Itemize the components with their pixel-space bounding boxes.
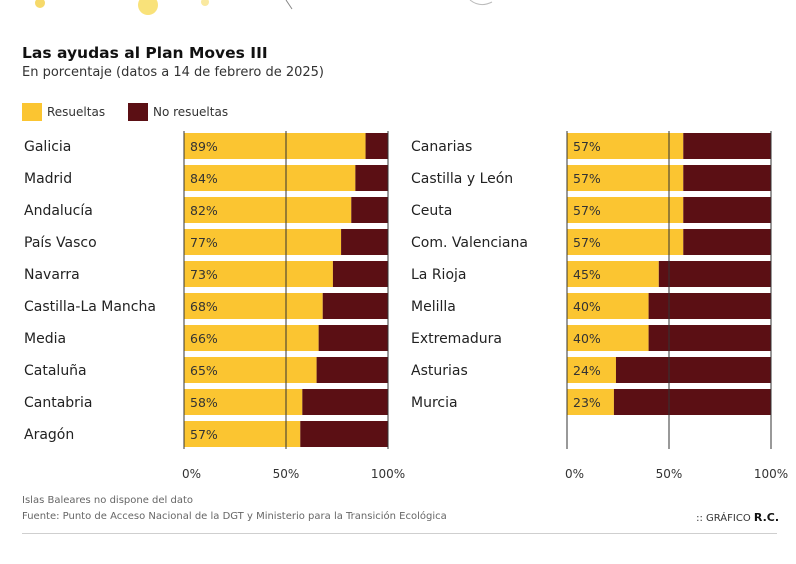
- chart-subtitle: En porcentaje (datos a 14 de febrero de …: [22, 65, 325, 80]
- left-bar-unresolved: [332, 261, 388, 287]
- left-category-label: Navarra: [24, 267, 80, 283]
- left-bar-unresolved: [316, 357, 388, 383]
- left-bar-resolved: [184, 357, 317, 383]
- left-tick-label: 0%: [182, 467, 201, 481]
- right-bar-resolved: [567, 229, 684, 255]
- left-value-label: 66%: [190, 331, 218, 346]
- left-bar-unresolved: [365, 133, 388, 159]
- credit-prefix: :: GRÁFICO: [696, 513, 751, 524]
- left-bar-unresolved: [300, 421, 388, 447]
- credit-author: R.C.: [753, 511, 779, 524]
- legend-item-resolved: Resueltas: [22, 103, 105, 121]
- legend-swatch-resolved: [22, 103, 42, 121]
- left-category-label: Castilla-La Mancha: [24, 299, 156, 315]
- right-bar-resolved: [567, 389, 614, 415]
- right-bar-unresolved: [683, 133, 771, 159]
- left-bar-unresolved: [302, 389, 388, 415]
- left-value-label: 89%: [190, 139, 218, 154]
- left-bar-resolved: [184, 133, 366, 159]
- left-bar-resolved: [184, 165, 356, 191]
- left-bar-resolved: [184, 261, 333, 287]
- left-value-label: 58%: [190, 395, 218, 410]
- right-category-label: Com. Valenciana: [411, 235, 528, 251]
- left-value-label: 68%: [190, 299, 218, 314]
- legend-label-resolved: Resueltas: [47, 105, 106, 119]
- right-bar-resolved: [567, 197, 684, 223]
- right-category-label: Extremadura: [411, 331, 502, 347]
- cropped-header-decoration: [35, 0, 493, 15]
- right-bar-resolved: [567, 133, 684, 159]
- right-category-label: Castilla y León: [411, 171, 513, 187]
- legend-item-unresolved: No resueltas: [128, 103, 228, 121]
- left-category-label: Galicia: [24, 139, 71, 155]
- left-bar-resolved: [184, 293, 323, 319]
- left-bar-resolved: [184, 197, 352, 223]
- left-value-label: 77%: [190, 235, 218, 250]
- legend-label-unresolved: No resueltas: [153, 105, 229, 119]
- right-tick-label: 50%: [656, 467, 683, 481]
- left-category-label: País Vasco: [24, 235, 97, 251]
- right-category-label: Asturias: [411, 363, 468, 379]
- left-value-label: 57%: [190, 427, 218, 442]
- left-bar-unresolved: [322, 293, 388, 319]
- left-category-label: Andalucía: [24, 203, 93, 219]
- left-bar-unresolved: [341, 229, 388, 255]
- right-bar-unresolved: [683, 229, 771, 255]
- right-value-label: 40%: [573, 299, 601, 314]
- right-bar-resolved: [567, 293, 649, 319]
- left-bar-unresolved: [351, 197, 388, 223]
- right-tick-label: 100%: [754, 467, 788, 481]
- right-value-label: 40%: [573, 331, 601, 346]
- right-category-label: Canarias: [411, 139, 472, 155]
- right-bar-unresolved: [615, 357, 771, 383]
- chart-title: Las ayudas al Plan Moves III: [22, 44, 268, 62]
- graphic-credit: :: GRÁFICO R.C.: [696, 511, 779, 524]
- left-category-label: Cantabria: [24, 395, 92, 411]
- left-bar-resolved: [184, 421, 301, 447]
- left-category-label: Cataluña: [24, 363, 87, 379]
- bottom-divider: [22, 533, 777, 534]
- source-note: Fuente: Punto de Acceso Nacional de la D…: [22, 511, 447, 522]
- right-value-label: 57%: [573, 203, 601, 218]
- left-bar-resolved: [184, 229, 342, 255]
- right-value-label: 24%: [573, 363, 601, 378]
- left-value-label: 65%: [190, 363, 218, 378]
- right-bar-unresolved: [658, 261, 771, 287]
- right-bar-resolved: [567, 261, 659, 287]
- right-category-label: La Rioja: [411, 267, 466, 283]
- right-value-label: 57%: [573, 139, 601, 154]
- left-value-label: 73%: [190, 267, 218, 282]
- left-category-label: Madrid: [24, 171, 72, 187]
- left-value-label: 84%: [190, 171, 218, 186]
- right-bar-resolved: [567, 165, 684, 191]
- right-category-label: Murcia: [411, 395, 458, 411]
- right-bar-unresolved: [683, 197, 771, 223]
- left-category-label: Media: [24, 331, 66, 347]
- right-bar-unresolved: [648, 293, 771, 319]
- note-missing-data: Islas Baleares no dispone del dato: [22, 495, 194, 506]
- right-bar-unresolved: [648, 325, 771, 351]
- left-bar-resolved: [184, 325, 319, 351]
- left-tick-label: 100%: [371, 467, 405, 481]
- right-value-label: 45%: [573, 267, 601, 282]
- right-bar-unresolved: [613, 389, 771, 415]
- right-tick-label: 0%: [565, 467, 584, 481]
- left-bar-resolved: [184, 389, 303, 415]
- left-category-label: Aragón: [24, 427, 74, 443]
- left-tick-label: 50%: [273, 467, 300, 481]
- left-bar-unresolved: [355, 165, 388, 191]
- right-value-label: 23%: [573, 395, 601, 410]
- left-bar-unresolved: [318, 325, 388, 351]
- right-bar-unresolved: [683, 165, 771, 191]
- right-bar-resolved: [567, 357, 616, 383]
- right-category-label: Ceuta: [411, 203, 452, 219]
- right-bar-resolved: [567, 325, 649, 351]
- right-category-label: Melilla: [411, 299, 456, 315]
- right-value-label: 57%: [573, 171, 601, 186]
- left-value-label: 82%: [190, 203, 218, 218]
- legend-swatch-unresolved: [128, 103, 148, 121]
- right-value-label: 57%: [573, 235, 601, 250]
